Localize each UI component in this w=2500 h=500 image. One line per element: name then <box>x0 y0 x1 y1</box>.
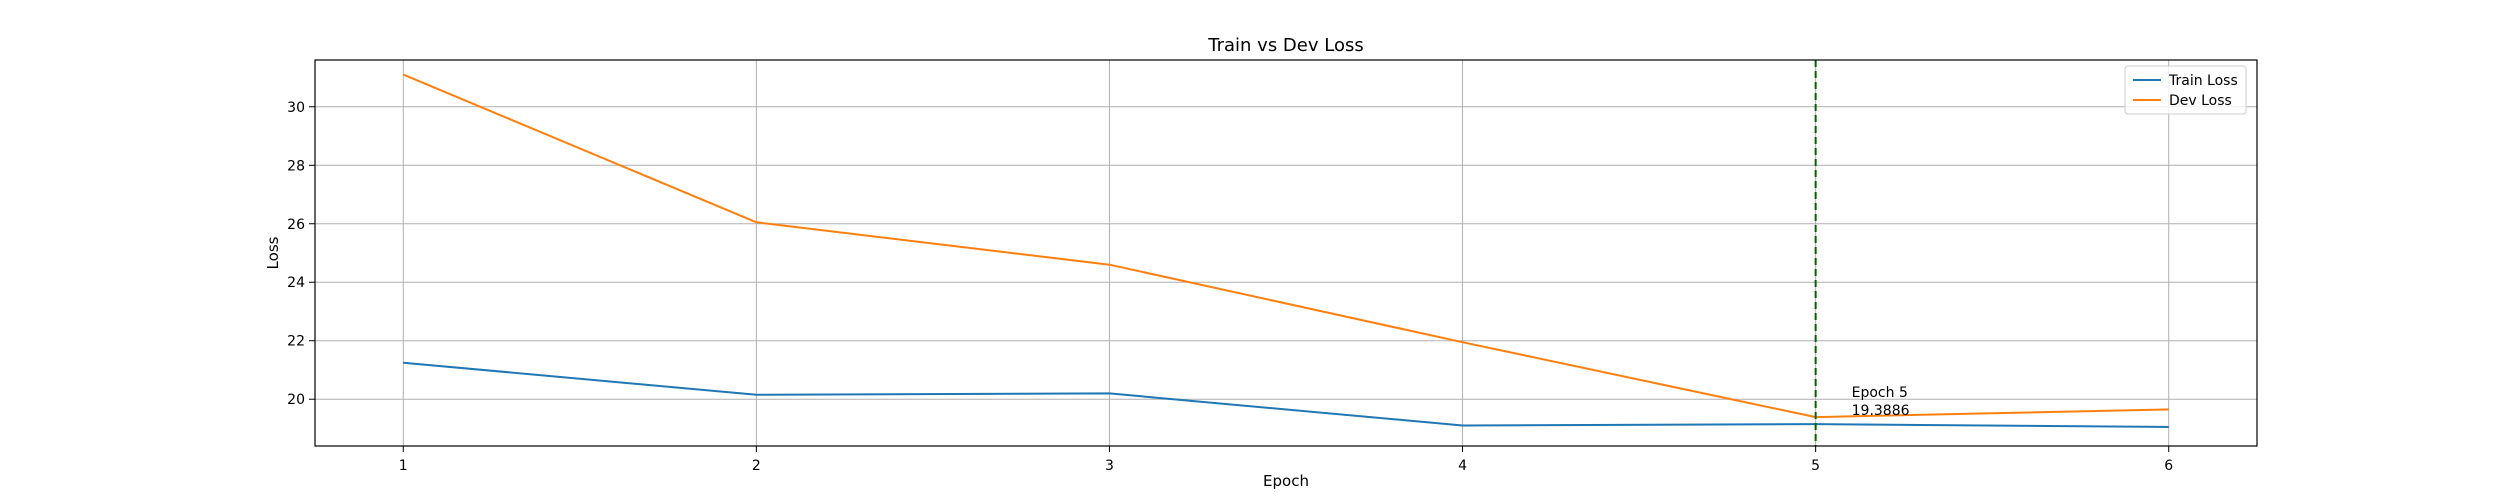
y-axis-label: Loss <box>264 236 282 269</box>
best-epoch-annotation: Epoch 5 19.3886 <box>1852 385 1910 419</box>
x-axis-ticks: 1 2 3 4 5 6 <box>399 446 2173 474</box>
plot-frame <box>314 59 2258 447</box>
y-tick-label: 28 <box>287 158 305 174</box>
legend-label: Train Loss <box>2168 73 2238 89</box>
legend: Train Loss Dev Loss <box>2124 65 2247 115</box>
legend-label: Dev Loss <box>2169 93 2232 109</box>
y-tick-label: 30 <box>287 100 305 116</box>
plot-area <box>315 60 2257 446</box>
x-tick-label: 4 <box>1458 458 1467 474</box>
series-lines <box>402 73 2169 428</box>
y-tick-label: 26 <box>287 217 305 233</box>
series-line-dev-loss <box>402 73 2169 419</box>
annotation-epoch-text: Epoch 5 <box>1852 385 1908 401</box>
y-tick-label: 24 <box>287 275 305 291</box>
y-tick-label: 22 <box>287 334 305 350</box>
x-tick-label: 6 <box>2164 458 2173 474</box>
x-tick-label: 1 <box>399 458 408 474</box>
x-tick-label: 3 <box>1105 458 1114 474</box>
y-axis-ticks: 20 22 24 26 28 30 <box>287 100 315 408</box>
x-tick-label: 2 <box>752 458 761 474</box>
x-tick-label: 5 <box>1811 458 1820 474</box>
annotation-value-text: 19.3886 <box>1852 403 1910 419</box>
legend-box <box>2124 65 2247 115</box>
grid <box>315 60 2257 446</box>
series-line-train-loss <box>403 361 2169 428</box>
x-axis-label: Epoch <box>1263 472 1309 490</box>
chart-title: Train vs Dev Loss <box>1207 35 1363 56</box>
y-tick-label: 20 <box>287 392 305 408</box>
